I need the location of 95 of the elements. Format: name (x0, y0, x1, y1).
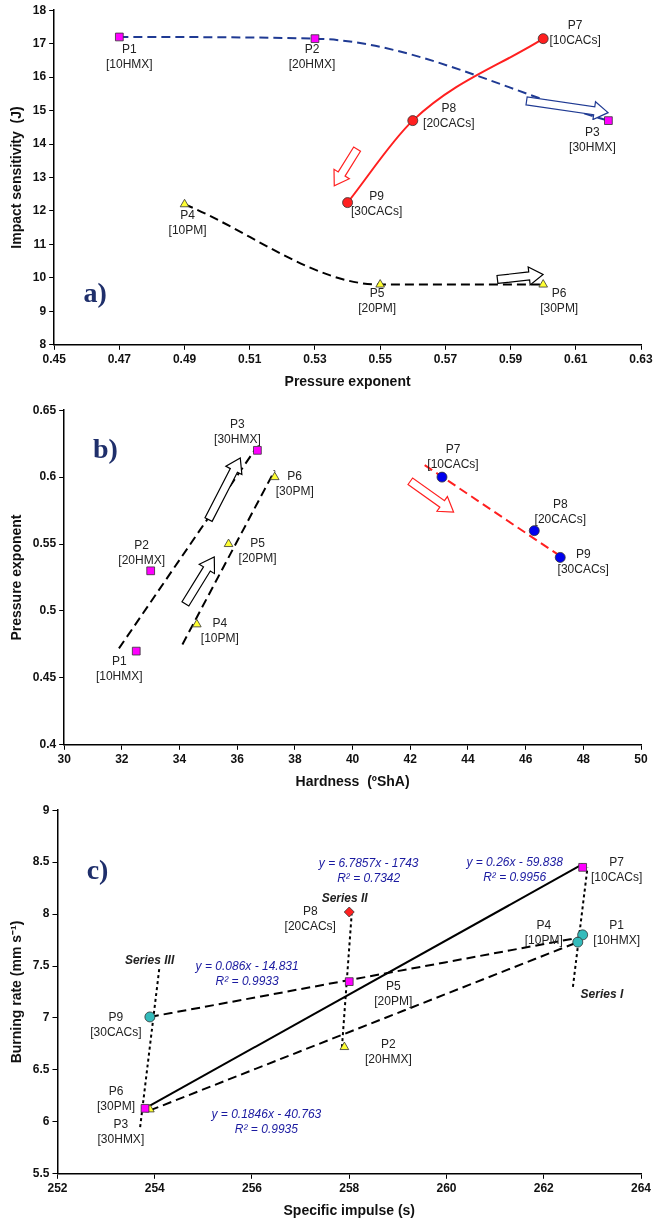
annotation: b) (93, 432, 118, 464)
x-tick-label: 50 (634, 752, 648, 767)
y-axis-title: Burning rate (mm s⁻¹) (8, 920, 25, 1064)
x-tick-label: 256 (241, 1181, 263, 1196)
x-tick-label: 34 (172, 752, 187, 767)
x-tick-label: 36 (230, 752, 245, 767)
y-tick-label: 15 (32, 102, 47, 117)
y-tick-label: 11 (33, 236, 47, 251)
y-tick-label: 0.5 (39, 603, 57, 618)
y-tick-label: 8 (42, 906, 50, 921)
annotation: P3 [30HMX] (214, 417, 261, 447)
y-tick-label: 8.5 (32, 854, 50, 869)
annotation: P2 [20HMX] (118, 537, 166, 567)
y-tick-label: 7 (42, 1010, 50, 1025)
annotation: c) (86, 854, 109, 886)
annotation: Series II (321, 891, 369, 906)
annotation: P4 [10PM] (168, 208, 207, 238)
y-tick-label: 18 (32, 2, 47, 17)
x-tick-label: 38 (288, 752, 302, 767)
x-axis-title: Specific impulse (s) (283, 1202, 415, 1219)
y-tick-label: 16 (32, 69, 47, 84)
y-tick-label: 6.5 (32, 1062, 50, 1077)
x-tick-label: 46 (518, 752, 533, 767)
y-tick-label: 7.5 (32, 958, 50, 973)
y-axis-title: Impact sensitivity (J) (8, 106, 25, 249)
y-tick-label: 0.45 (32, 670, 57, 685)
x-tick-label: 32 (115, 752, 129, 767)
annotation: P6 [30PM] (97, 1084, 136, 1114)
x-axis-title: Pressure exponent (284, 373, 411, 390)
annotation: P7 [10CACs] (427, 441, 479, 471)
x-tick-label: 264 (630, 1181, 652, 1196)
y-tick-label: 5.5 (32, 1166, 50, 1181)
x-tick-label: 40 (345, 752, 360, 767)
x-tick-label: 30 (57, 752, 72, 767)
x-tick-label: 0.57 (433, 352, 458, 367)
y-tick-label: 9 (39, 303, 47, 318)
y-tick-label: 14 (32, 136, 47, 151)
annotation: y = 0.086x - 14.831 R² = 0.9933 (194, 959, 299, 989)
annotation: P1 [10HMX] (593, 917, 640, 947)
y-tick-label: 0.6 (39, 469, 57, 484)
x-tick-label: 42 (403, 752, 418, 767)
y-tick-label: 6 (42, 1114, 50, 1129)
y-tick-label: 13 (32, 169, 47, 184)
x-tick-label: 0.49 (172, 352, 197, 367)
x-tick-label: 0.59 (498, 352, 523, 367)
y-tick-label: 12 (32, 203, 47, 218)
annotation: y = 0.26x - 59.838 R² = 0.9956 (465, 855, 564, 885)
annotation: P4 [10PM] (524, 917, 563, 947)
annotation: y = 0.1846x - 40.763 R² = 0.9935 (210, 1106, 322, 1136)
annotation: Series III (124, 953, 175, 968)
annotation: P1 [10HMX] (106, 41, 153, 71)
y-tick-label: 8 (39, 337, 47, 352)
annotation: P3 [30HMX] (569, 125, 616, 155)
annotation: a) (83, 276, 107, 308)
annotation: P5 [20PM] (358, 286, 397, 316)
x-tick-label: 254 (144, 1181, 166, 1196)
x-tick-label: 252 (47, 1181, 68, 1196)
annotation: P6 [30PM] (275, 468, 314, 498)
annotation: P3 [30HMX] (97, 1117, 145, 1147)
annotation: P7 [10CACs] (549, 18, 601, 48)
y-tick-label: 0.65 (32, 402, 57, 417)
annotation: P8 [20CACs] (423, 101, 475, 131)
x-tick-label: 0.51 (238, 352, 262, 367)
y-axis-title: Pressure exponent (8, 514, 25, 641)
annotation: P2 [20HMX] (288, 42, 336, 72)
annotation: P5 [20PM] (374, 979, 413, 1009)
x-tick-label: 262 (533, 1181, 555, 1196)
annotation: P5 [20PM] (238, 535, 277, 565)
annotation: P6 [30PM] (540, 286, 579, 316)
annotation: P9 [30CACs] (90, 1009, 142, 1039)
annotation: P9 [30CACs] (557, 547, 609, 577)
annotation: P4 [10PM] (200, 616, 239, 646)
x-axis-title: Hardness (ºShA) (295, 773, 410, 790)
y-tick-label: 10 (32, 270, 47, 285)
y-tick-label: 9 (42, 802, 50, 817)
x-tick-label: 0.47 (107, 352, 132, 367)
annotation: P8 [20CACs] (284, 903, 336, 933)
annotation: y = 6.7857x - 1743 R² = 0.7342 (317, 855, 419, 885)
annotation: P9 [30CACs] (350, 189, 403, 219)
annotation: P7 [10CACs] (590, 855, 643, 885)
x-tick-label: 258 (339, 1181, 360, 1196)
x-tick-label: 0.55 (368, 352, 393, 367)
x-tick-label: 48 (576, 752, 591, 767)
x-tick-label: 0.61 (564, 352, 588, 367)
x-tick-label: 0.63 (629, 352, 653, 367)
annotation: P8 [20CACs] (534, 497, 586, 527)
x-tick-label: 44 (461, 752, 475, 767)
y-tick-label: 17 (32, 35, 47, 50)
annotation: P2 [20HMX] (365, 1036, 412, 1066)
y-tick-label: 0.4 (39, 737, 57, 752)
x-tick-label: 0.53 (303, 352, 327, 367)
y-tick-label: 0.55 (32, 536, 57, 551)
x-tick-label: 260 (436, 1181, 457, 1196)
annotation: P1 [10HMX] (95, 653, 143, 683)
annotation: Series I (580, 987, 624, 1002)
